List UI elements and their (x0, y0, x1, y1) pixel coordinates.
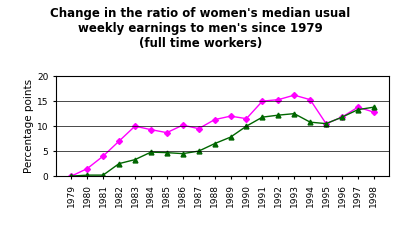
25 years and over (244, 125, 249, 128)
Line: 16 to 24 years: 16 to 24 years (69, 93, 376, 178)
16 to 24 years (276, 98, 281, 101)
16 to 24 years (69, 175, 74, 178)
16 to 24 years (244, 117, 249, 120)
25 years and over (69, 175, 74, 178)
16 to 24 years (133, 125, 138, 128)
25 years and over (356, 108, 360, 111)
16 to 24 years (356, 106, 360, 109)
16 to 24 years (260, 100, 265, 103)
16 to 24 years (340, 116, 344, 119)
25 years and over (85, 174, 89, 177)
16 to 24 years (324, 122, 328, 125)
16 to 24 years (164, 131, 169, 134)
Line: 25 years and over: 25 years and over (69, 105, 376, 178)
16 to 24 years (228, 115, 233, 118)
16 to 24 years (180, 124, 185, 127)
16 to 24 years (148, 128, 153, 131)
16 to 24 years (85, 167, 89, 170)
25 years and over (292, 112, 297, 115)
16 to 24 years (101, 155, 105, 158)
25 years and over (180, 152, 185, 155)
16 to 24 years (308, 98, 312, 101)
25 years and over (164, 151, 169, 154)
25 years and over (101, 174, 105, 177)
16 to 24 years (371, 111, 376, 114)
25 years and over (276, 114, 281, 117)
Y-axis label: Percentage points: Percentage points (24, 79, 34, 173)
25 years and over (340, 116, 344, 119)
16 to 24 years (196, 127, 201, 130)
16 to 24 years (292, 94, 297, 97)
25 years and over (148, 151, 153, 154)
25 years and over (212, 142, 217, 145)
25 years and over (117, 162, 122, 165)
25 years and over (371, 106, 376, 109)
25 years and over (228, 136, 233, 139)
25 years and over (133, 158, 138, 161)
Text: Change in the ratio of women's median usual
weekly earnings to men's since 1979
: Change in the ratio of women's median us… (51, 7, 350, 50)
25 years and over (308, 121, 312, 124)
16 to 24 years (117, 140, 122, 143)
25 years and over (324, 122, 328, 125)
16 to 24 years (212, 118, 217, 121)
25 years and over (260, 116, 265, 119)
25 years and over (196, 150, 201, 153)
